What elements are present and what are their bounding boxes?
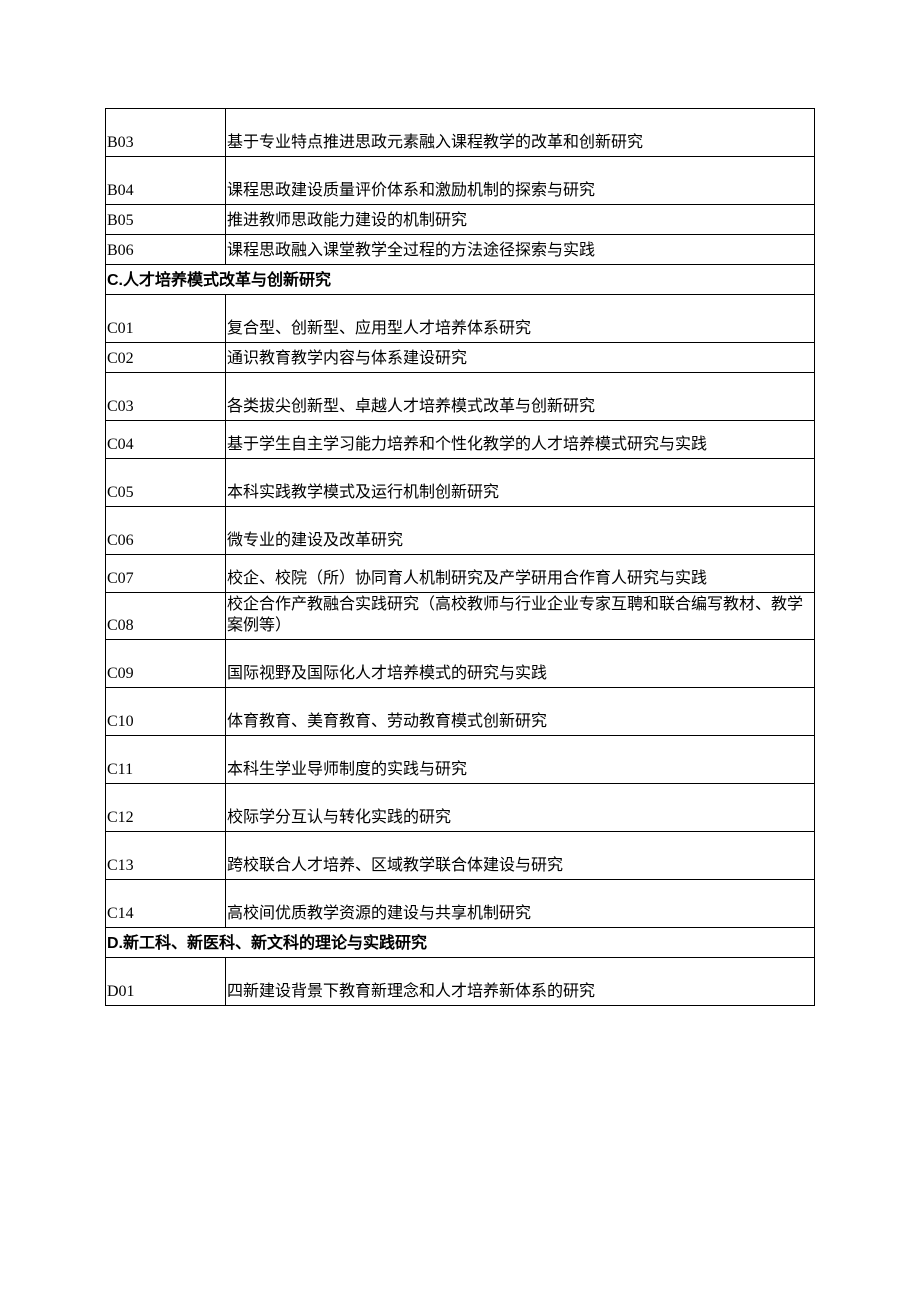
code-cell: B03 (106, 109, 226, 157)
code-cell: D01 (106, 957, 226, 1005)
table-row: C03各类拔尖创新型、卓越人才培养模式改革与创新研究 (106, 373, 815, 421)
desc-cell: 复合型、创新型、应用型人才培养体系研究 (226, 295, 815, 343)
code-cell: B06 (106, 235, 226, 265)
code-cell: C05 (106, 459, 226, 507)
code-cell: C02 (106, 343, 226, 373)
desc-cell: 校企合作产教融合实践研究（高校教师与行业企业专家互聘和联合编写教材、教学案例等） (226, 593, 815, 640)
code-cell: C08 (106, 593, 226, 640)
desc-cell: 校企、校院（所）协同育人机制研究及产学研用合作育人研究与实践 (226, 555, 815, 593)
code-cell: C09 (106, 639, 226, 687)
table-row: D01四新建设背景下教育新理念和人才培养新体系的研究 (106, 957, 815, 1005)
desc-cell: 四新建设背景下教育新理念和人才培养新体系的研究 (226, 957, 815, 1005)
desc-cell: 基于学生自主学习能力培养和个性化教学的人才培养模式研究与实践 (226, 421, 815, 459)
code-cell: C04 (106, 421, 226, 459)
section-header-cell: C.人才培养模式改革与创新研究 (106, 265, 815, 295)
desc-cell: 各类拔尖创新型、卓越人才培养模式改革与创新研究 (226, 373, 815, 421)
desc-cell: 推进教师思政能力建设的机制研究 (226, 205, 815, 235)
code-cell: C14 (106, 879, 226, 927)
code-cell: B05 (106, 205, 226, 235)
code-cell: C10 (106, 687, 226, 735)
desc-cell: 高校间优质教学资源的建设与共享机制研究 (226, 879, 815, 927)
code-cell: C03 (106, 373, 226, 421)
table-row: C08校企合作产教融合实践研究（高校教师与行业企业专家互聘和联合编写教材、教学案… (106, 593, 815, 640)
desc-cell: 课程思政建设质量评价体系和激励机制的探索与研究 (226, 157, 815, 205)
table-row: C06微专业的建设及改革研究 (106, 507, 815, 555)
content-table: B03基于专业特点推进思政元素融入课程教学的改革和创新研究B04课程思政建设质量… (105, 108, 815, 1006)
table-row: D.新工科、新医科、新文科的理论与实践研究 (106, 927, 815, 957)
table-row: C10体育教育、美育教育、劳动教育模式创新研究 (106, 687, 815, 735)
code-cell: B04 (106, 157, 226, 205)
table-row: C12校际学分互认与转化实践的研究 (106, 783, 815, 831)
table-row: C07校企、校院（所）协同育人机制研究及产学研用合作育人研究与实践 (106, 555, 815, 593)
table-row: C11本科生学业导师制度的实践与研究 (106, 735, 815, 783)
code-cell: C11 (106, 735, 226, 783)
desc-cell: 基于专业特点推进思政元素融入课程教学的改革和创新研究 (226, 109, 815, 157)
table-row: B04课程思政建设质量评价体系和激励机制的探索与研究 (106, 157, 815, 205)
code-cell: C06 (106, 507, 226, 555)
table-row: C09国际视野及国际化人才培养模式的研究与实践 (106, 639, 815, 687)
table-row: C04基于学生自主学习能力培养和个性化教学的人才培养模式研究与实践 (106, 421, 815, 459)
table-row: C01复合型、创新型、应用型人才培养体系研究 (106, 295, 815, 343)
desc-cell: 通识教育教学内容与体系建设研究 (226, 343, 815, 373)
table-row: B05推进教师思政能力建设的机制研究 (106, 205, 815, 235)
table-row: B06课程思政融入课堂教学全过程的方法途径探索与实践 (106, 235, 815, 265)
desc-cell: 校际学分互认与转化实践的研究 (226, 783, 815, 831)
code-cell: C07 (106, 555, 226, 593)
table-row: C05本科实践教学模式及运行机制创新研究 (106, 459, 815, 507)
desc-cell: 国际视野及国际化人才培养模式的研究与实践 (226, 639, 815, 687)
table-row: B03基于专业特点推进思政元素融入课程教学的改革和创新研究 (106, 109, 815, 157)
code-cell: C01 (106, 295, 226, 343)
desc-cell: 微专业的建设及改革研究 (226, 507, 815, 555)
desc-cell: 体育教育、美育教育、劳动教育模式创新研究 (226, 687, 815, 735)
table-row: C14高校间优质教学资源的建设与共享机制研究 (106, 879, 815, 927)
desc-cell: 本科实践教学模式及运行机制创新研究 (226, 459, 815, 507)
table-body: B03基于专业特点推进思政元素融入课程教学的改革和创新研究B04课程思政建设质量… (106, 109, 815, 1006)
desc-cell: 课程思政融入课堂教学全过程的方法途径探索与实践 (226, 235, 815, 265)
code-cell: C12 (106, 783, 226, 831)
code-cell: C13 (106, 831, 226, 879)
desc-cell: 跨校联合人才培养、区域教学联合体建设与研究 (226, 831, 815, 879)
table-row: C02通识教育教学内容与体系建设研究 (106, 343, 815, 373)
section-header-cell: D.新工科、新医科、新文科的理论与实践研究 (106, 927, 815, 957)
desc-cell: 本科生学业导师制度的实践与研究 (226, 735, 815, 783)
table-row: C13跨校联合人才培养、区域教学联合体建设与研究 (106, 831, 815, 879)
table-row: C.人才培养模式改革与创新研究 (106, 265, 815, 295)
